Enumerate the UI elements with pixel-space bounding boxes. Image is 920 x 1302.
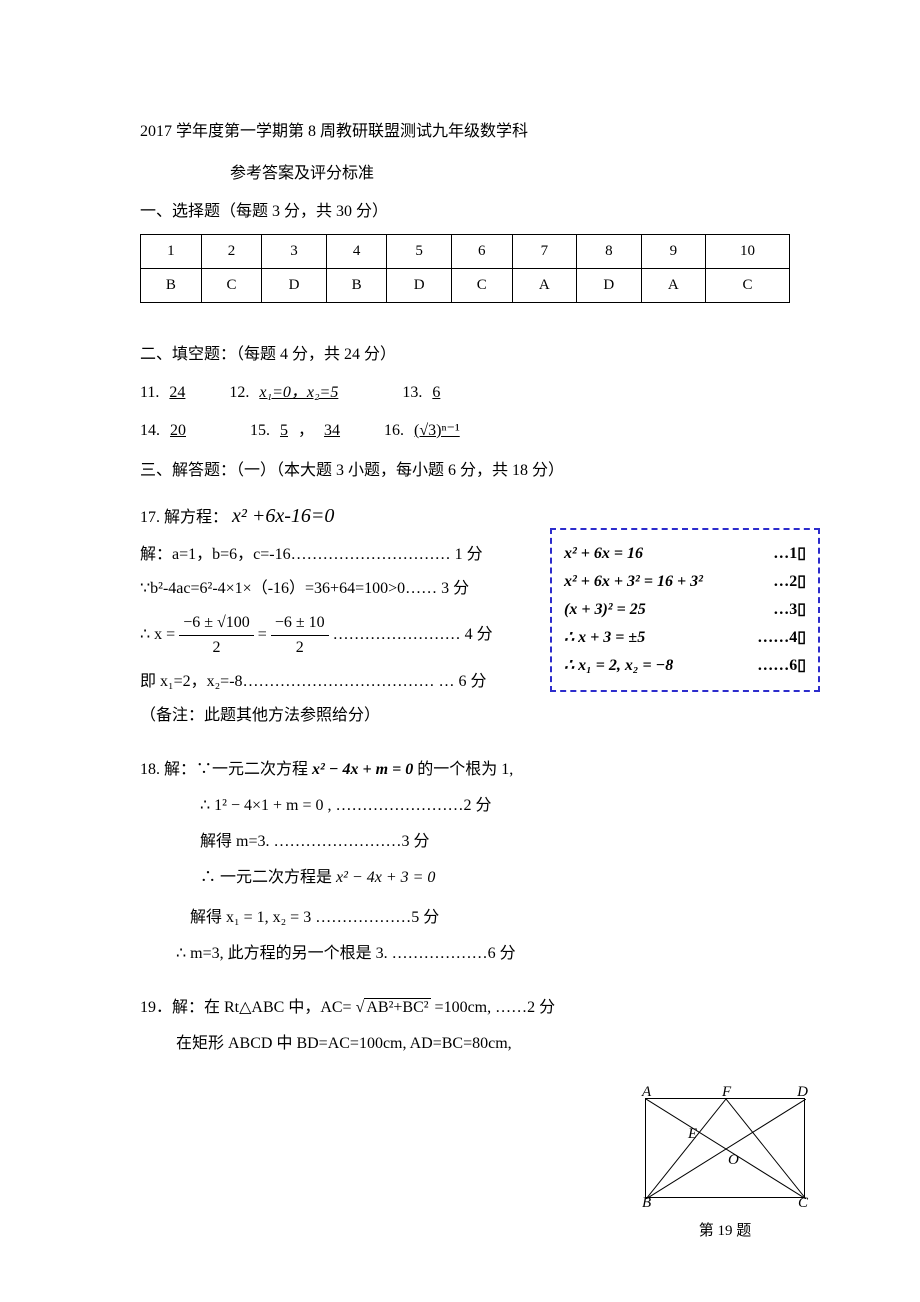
col-head: 1 [141, 235, 202, 269]
alt-expr: x² + 6x = 16 [564, 542, 643, 566]
q17-title: 17. 解方程： [140, 509, 228, 526]
diagonals-icon [646, 1099, 806, 1199]
alt-expr: ∴ x₁ = 2, x₂ = −8 [564, 654, 673, 678]
label-B: B [642, 1192, 651, 1215]
answer-cell: D [262, 269, 327, 303]
choice-table: 1 2 3 4 5 6 7 8 9 10 B C D B D C A D A C [140, 234, 790, 303]
q16-num: 16. [384, 422, 404, 439]
col-head: 7 [512, 235, 577, 269]
q17-s3-post: …………………… 4 分 [333, 626, 493, 643]
fill-row-2: 14. 20 15. 5 ， 34 16. (√3)ⁿ⁻¹ [140, 419, 790, 443]
alt-expr: ∴ x + 3 = ±5 [564, 626, 645, 650]
answer-cell: C [451, 269, 512, 303]
answer-cell: D [577, 269, 642, 303]
q19-caption: 第 19 题 [640, 1220, 810, 1243]
q15-num: 15. [250, 422, 270, 439]
alt-mark: …2▯ [773, 570, 806, 594]
q17-s3-num2: −6 ± 10 [271, 611, 329, 635]
q13-num: 13. [402, 384, 422, 401]
fill-row-1: 11. 24 12. x₁=0，x₂=5 13. 6 [140, 381, 790, 405]
section2-heading: 二、填空题：（每题 4 分，共 24 分） [140, 343, 790, 367]
answer-cell: C [706, 269, 790, 303]
alt-mark: …3▯ [773, 598, 806, 622]
q17-s3-prefix: ∴ x = [140, 626, 179, 643]
q11-num: 11. [140, 384, 159, 401]
q14-answer: 20 [164, 422, 192, 439]
alt-expr: (x + 3)² = 25 [564, 598, 646, 622]
label-D: D [797, 1081, 808, 1104]
answer-cell: D [387, 269, 452, 303]
q19-l1a: 19．解：在 Rt△ABC 中，AC= [140, 999, 352, 1016]
q18-l2: ∴ 1² − 4×1 + m = 0 , ……………………2 分 [140, 794, 790, 818]
q17-equation: x² +6x-16=0 [232, 505, 334, 527]
section1-heading: 一、选择题（每题 3 分，共 30 分） [140, 200, 790, 224]
answer-cell: A [641, 269, 706, 303]
col-head: 8 [577, 235, 642, 269]
q19-l1b: AB²+BC² [364, 998, 430, 1016]
col-head: 4 [326, 235, 387, 269]
q15-answer1: 5 [274, 422, 294, 439]
label-O: O [728, 1149, 739, 1172]
q19-figure-wrap: A F D B C E O 第 19 题 [640, 1098, 810, 1243]
q19-l1c: =100cm, ……2 分 [435, 999, 556, 1016]
q14-num: 14. [140, 422, 160, 439]
label-F: F [722, 1081, 731, 1104]
q12-num: 12. [229, 384, 249, 401]
alt-mark: ……4▯ [757, 626, 806, 650]
q18-l6: ∴ m=3, 此方程的另一个根是 3. ………………6 分 [140, 942, 790, 966]
q15-answer2: 34 [318, 422, 346, 439]
label-E: E [688, 1123, 697, 1146]
col-head: 3 [262, 235, 327, 269]
q18-l5: 解得 x₁ = 1, x₂ = 3 ………………5 分 [140, 906, 790, 930]
q16-answer: (√3)ⁿ⁻¹ [408, 422, 466, 439]
answer-cell: B [141, 269, 202, 303]
q12-answer: x₁=0，x₂=5 [253, 384, 344, 401]
col-head: 6 [451, 235, 512, 269]
col-head: 2 [201, 235, 262, 269]
answer-cell: C [201, 269, 262, 303]
section3-heading: 三、解答题：（一）（本大题 3 小题，每小题 6 分，共 18 分） [140, 459, 790, 483]
q17-s3-den1: 2 [179, 635, 254, 660]
answer-cell: B [326, 269, 387, 303]
label-A: A [642, 1081, 651, 1104]
sqrt-icon: AB²+BC² [356, 996, 431, 1020]
alt-expr: x² + 6x + 3² = 16 + 3² [564, 570, 703, 594]
q17-alt-method-box: x² + 6x = 16 …1▯ x² + 6x + 3² = 16 + 3² …2… [550, 528, 820, 692]
q18-l1b: x² − 4x + m = 0 [312, 761, 413, 778]
q18-l4a: ∴ 一元二次方程是 [200, 869, 336, 886]
q18-l4b: x² − 4x + 3 = 0 [336, 869, 435, 886]
col-head: 5 [387, 235, 452, 269]
col-head: 9 [641, 235, 706, 269]
page-subtitle: 参考答案及评分标准 [140, 162, 790, 186]
q19-figure: A F D B C E O [645, 1098, 805, 1198]
q13-answer: 6 [426, 384, 446, 401]
col-head: 10 [706, 235, 790, 269]
q18-l1c: 的一个根为 1, [417, 761, 513, 778]
q15-sep: ， [298, 422, 314, 439]
q11-answer: 24 [163, 384, 191, 401]
q18: 18. 解：∵一元二次方程 x² − 4x + m = 0 的一个根为 1, ∴… [140, 758, 790, 966]
table-row: B C D B D C A D A C [141, 269, 790, 303]
answer-cell: A [512, 269, 577, 303]
q17-s3-eq: = [258, 626, 271, 643]
q17-s3-num1: −6 ± √100 [179, 611, 254, 635]
page-title: 2017 学年度第一学期第 8 周教研联盟测试九年级数学科 [140, 120, 790, 144]
label-C: C [798, 1192, 808, 1215]
alt-mark: ……6▯ [757, 654, 806, 678]
q17-note: （备注：此题其他方法参照给分） [140, 704, 790, 728]
q17-s3-den2: 2 [271, 635, 329, 660]
q19: 19．解：在 Rt△ABC 中，AC= AB²+BC² =100cm, ……2 … [140, 996, 790, 1056]
alt-mark: …1▯ [773, 542, 806, 566]
table-row: 1 2 3 4 5 6 7 8 9 10 [141, 235, 790, 269]
q18-l3: 解得 m=3. ……………………3 分 [140, 830, 790, 854]
q19-l2: 在矩形 ABCD 中 BD=AC=100cm, AD=BC=80cm, [140, 1032, 790, 1056]
q18-l1a: 18. 解：∵一元二次方程 [140, 761, 312, 778]
